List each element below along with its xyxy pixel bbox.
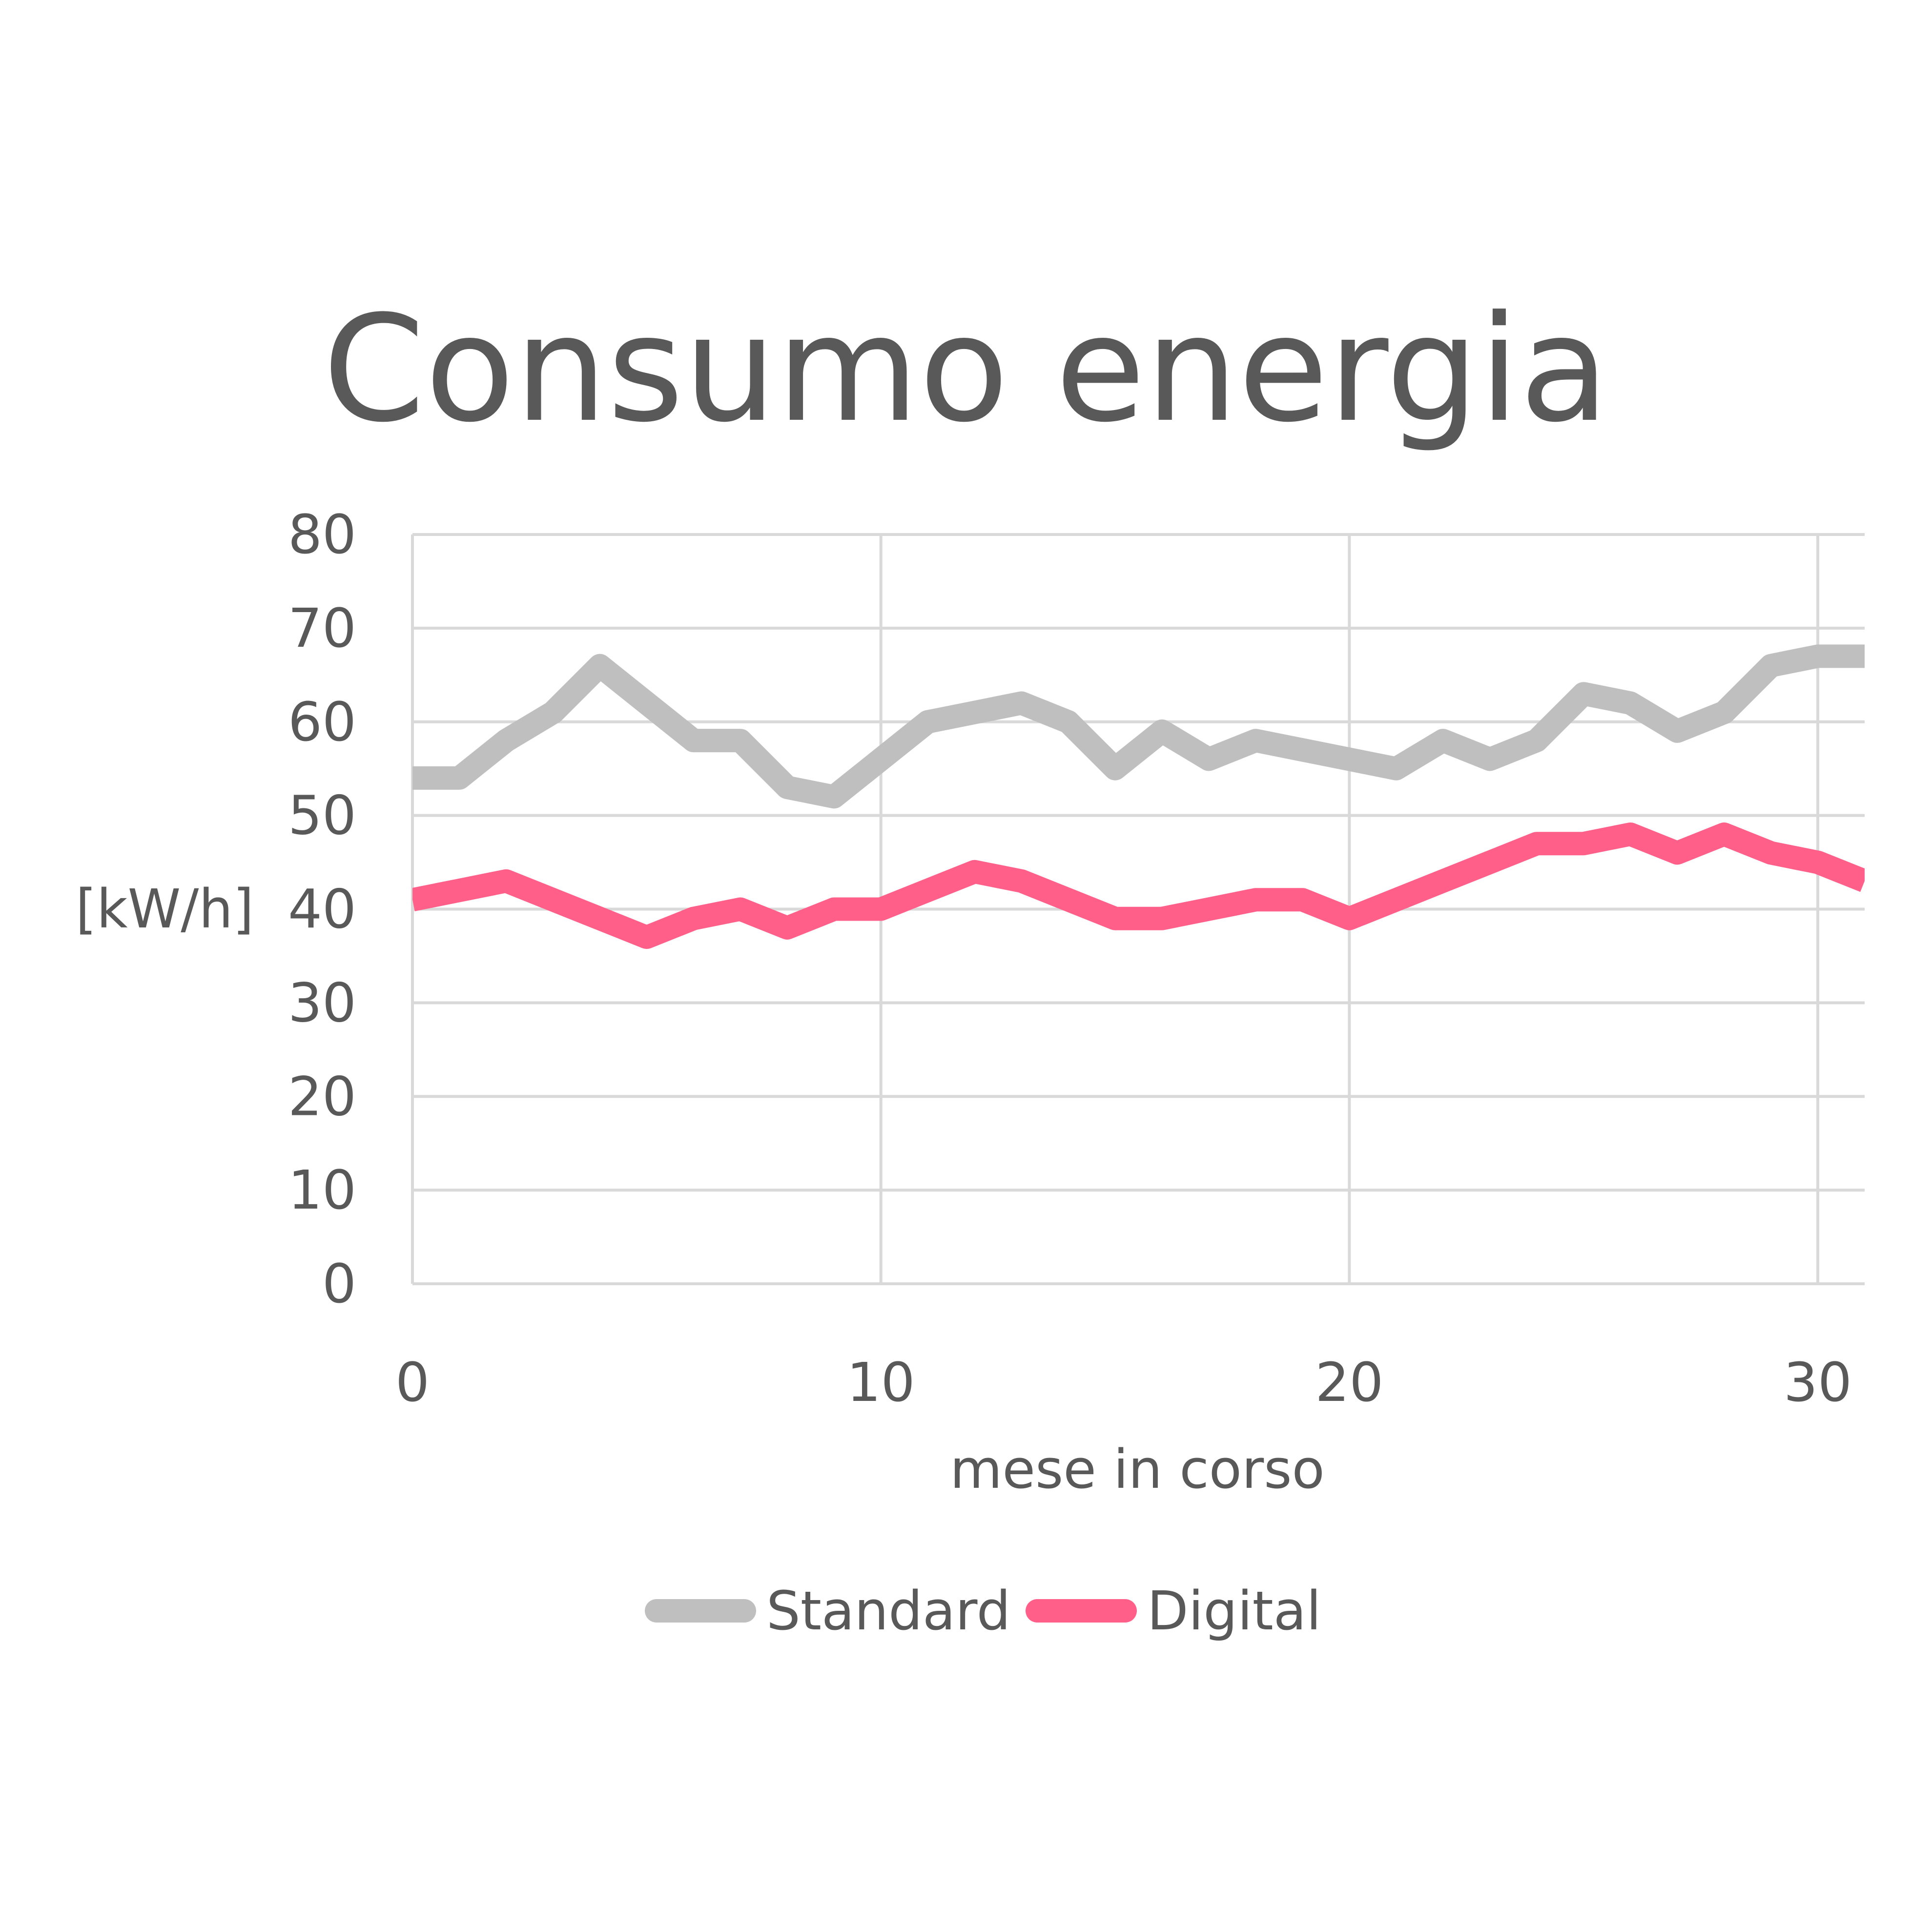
chart-title: Consumo energia bbox=[323, 284, 1609, 454]
y-tick-labels: 0 10 20 30 40 50 60 70 80 bbox=[288, 503, 356, 1315]
x-tick-label: 0 bbox=[395, 1351, 430, 1414]
series-line-standard bbox=[412, 644, 1865, 809]
legend-item-standard: Standard bbox=[645, 1580, 1010, 1642]
y-tick-label: 50 bbox=[288, 784, 356, 847]
legend-item-digital: Digital bbox=[1026, 1580, 1321, 1642]
y-tick-label: 30 bbox=[288, 971, 356, 1034]
series-lines bbox=[412, 644, 1865, 949]
y-tick-label: 20 bbox=[288, 1065, 356, 1128]
series-line-digital bbox=[412, 822, 1865, 949]
y-tick-label: 70 bbox=[288, 597, 356, 659]
legend-label: Standard bbox=[766, 1580, 1010, 1642]
x-axis-label: mese in corso bbox=[950, 1438, 1325, 1500]
y-tick-label: 10 bbox=[288, 1159, 356, 1221]
y-tick-label: 40 bbox=[288, 878, 356, 941]
x-tick-label: 30 bbox=[1784, 1351, 1852, 1414]
legend: Standard Digital bbox=[645, 1580, 1321, 1642]
x-tick-labels: 0 10 20 30 bbox=[395, 1351, 1852, 1414]
axes bbox=[411, 534, 1865, 1285]
y-tick-label: 80 bbox=[288, 503, 356, 566]
y-axis-label: [kW/h] bbox=[76, 878, 254, 940]
x-tick-label: 20 bbox=[1315, 1351, 1383, 1414]
y-tick-label: 0 bbox=[322, 1253, 356, 1315]
legend-label: Digital bbox=[1147, 1580, 1321, 1642]
y-tick-label: 60 bbox=[288, 691, 356, 753]
x-tick-label: 10 bbox=[847, 1351, 915, 1414]
